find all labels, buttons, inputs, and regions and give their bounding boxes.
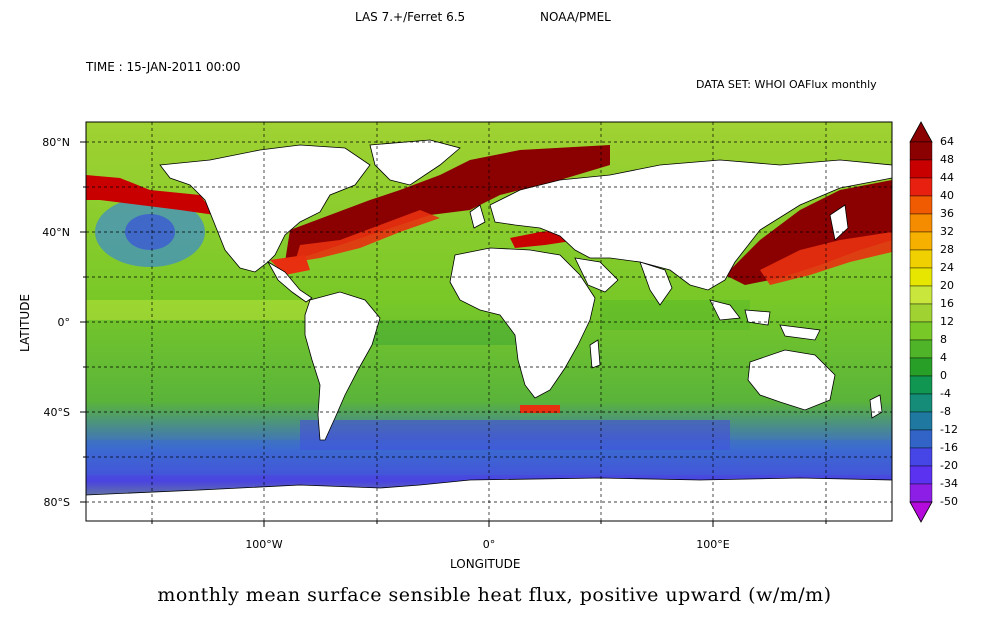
ytick-40n: 40°N	[42, 226, 70, 239]
japan	[829, 204, 849, 241]
axis-ticks	[80, 141, 827, 527]
x-axis-label: LONGITUDE	[450, 557, 521, 571]
colorbar-swatch	[909, 213, 933, 233]
ytick-40s: 40°S	[43, 406, 70, 419]
graticule	[86, 122, 892, 521]
colorbar-label: 36	[940, 207, 954, 220]
southern-ocean-cold-band	[300, 420, 730, 450]
colorbar-label: 16	[940, 297, 954, 310]
north-america	[159, 144, 371, 273]
colorbar-swatch	[909, 357, 933, 377]
colorbar-label: -20	[940, 459, 958, 472]
colorbar-label: 20	[940, 279, 954, 292]
colorbar-swatch	[909, 393, 933, 413]
india	[639, 261, 673, 306]
y-axis-label: LATITUDE	[18, 293, 32, 352]
colorbar-swatch	[909, 285, 933, 305]
dataset-label: DATA SET: WHOI OAFlux monthly	[696, 78, 877, 91]
ytick-0: 0°	[57, 316, 71, 329]
colorbar-swatch	[909, 411, 933, 431]
colorbar-label: 40	[940, 189, 954, 202]
colorbar-label: 64	[940, 135, 954, 148]
colorbar-swatch	[909, 447, 933, 467]
colorbar-swatch	[909, 231, 933, 251]
land-masses	[86, 139, 892, 521]
arabia	[574, 257, 619, 293]
colorbar-swatch	[909, 195, 933, 215]
colorbar-label: 44	[940, 171, 954, 184]
eurasia	[489, 159, 892, 291]
colorbar-label: -34	[940, 477, 958, 490]
gulf-of-alaska-warm	[86, 175, 215, 215]
agulhas-warm	[520, 405, 560, 413]
colorbar-swatch	[909, 429, 933, 449]
time-label: TIME : 15-JAN-2011 00:00	[86, 60, 241, 74]
colorbar-bottom-arrow	[909, 501, 933, 523]
heat-flux-field	[86, 122, 892, 521]
xtick-100e: 100°E	[696, 538, 730, 551]
software-label: LAS 7.+/Ferret 6.5	[355, 10, 466, 24]
ytick-80n: 80°N	[42, 136, 70, 149]
colorbar	[909, 121, 933, 523]
colorbar-label: 12	[940, 315, 954, 328]
colorbar-label: 0	[940, 369, 947, 382]
antarctica	[86, 477, 892, 521]
xtick-100w: 100°W	[245, 538, 283, 551]
british-isles	[469, 204, 486, 229]
colorbar-swatch	[909, 303, 933, 323]
colorbar-label: -50	[940, 495, 958, 508]
colorbar-swatch	[909, 267, 933, 287]
colorbar-swatch	[909, 465, 933, 485]
colorbar-swatch	[909, 375, 933, 395]
central-america	[266, 260, 313, 303]
africa	[449, 247, 596, 399]
colorbar-label: 8	[940, 333, 947, 346]
ytick-80s: 80°S	[43, 496, 70, 509]
kuroshio-warm	[725, 180, 892, 285]
colorbar-swatch	[909, 483, 933, 503]
figure-caption: monthly mean surface sensible heat flux,…	[157, 584, 832, 606]
colorbar-swatch	[909, 249, 933, 269]
colorbar-label: -4	[940, 387, 951, 400]
colorbar-swatch	[909, 321, 933, 341]
australia	[747, 349, 836, 411]
colorbar-label: -12	[940, 423, 958, 436]
colorbar-label: -8	[940, 405, 951, 418]
greenland	[369, 139, 461, 186]
xtick-0: 0°	[482, 538, 496, 551]
colorbar-swatch	[909, 159, 933, 179]
organization-label: NOAA/PMEL	[540, 10, 611, 24]
colorbar-top-arrow	[909, 121, 933, 143]
colorbar-swatch	[909, 141, 933, 161]
colorbar-swatch	[909, 339, 933, 359]
colorbar-label: 24	[940, 261, 954, 274]
south-america	[304, 291, 381, 441]
colorbar-label: -16	[940, 441, 958, 454]
colorbar-label: 28	[940, 243, 954, 256]
colorbar-label: 32	[940, 225, 954, 238]
colorbar-label: 48	[940, 153, 954, 166]
colorbar-swatch	[909, 177, 933, 197]
colorbar-label: 4	[940, 351, 947, 364]
